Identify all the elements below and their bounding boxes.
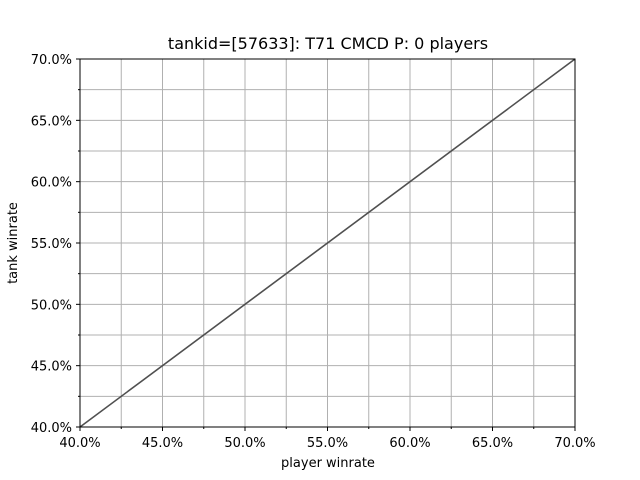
series-group [79,58,576,428]
y-tick-label: 40.0% [31,421,72,436]
y-tick-label: 70.0% [31,53,72,68]
x-tick-label: 60.0% [389,436,430,451]
ticks: 40.0% 45.0% 50.0% 55.0% 60.0% 65.0% 70.0% 40.0%… [31,53,596,451]
x-tick-label: 70.0% [554,436,595,451]
x-tick-label: 40.0% [59,436,100,451]
y-tick-label: 55.0% [31,237,72,252]
series-line [79,58,576,428]
x-tick-label: 45.0% [142,436,183,451]
x-tick-label: 65.0% [472,436,513,451]
chart-title: tankid=[57633]: T71 CMCD P: 0 players [168,34,488,53]
y-tick-label: 50.0% [31,298,72,313]
y-tick-label: 60.0% [31,176,72,191]
y-tick-label: 45.0% [31,360,72,375]
y-tick-label: 65.0% [31,114,72,129]
x-tick-label: 50.0% [224,436,265,451]
x-tick-label: 55.0% [307,436,348,451]
x-axis-label: player winrate [281,456,375,471]
y-axis-label: tank winrate [6,202,21,284]
